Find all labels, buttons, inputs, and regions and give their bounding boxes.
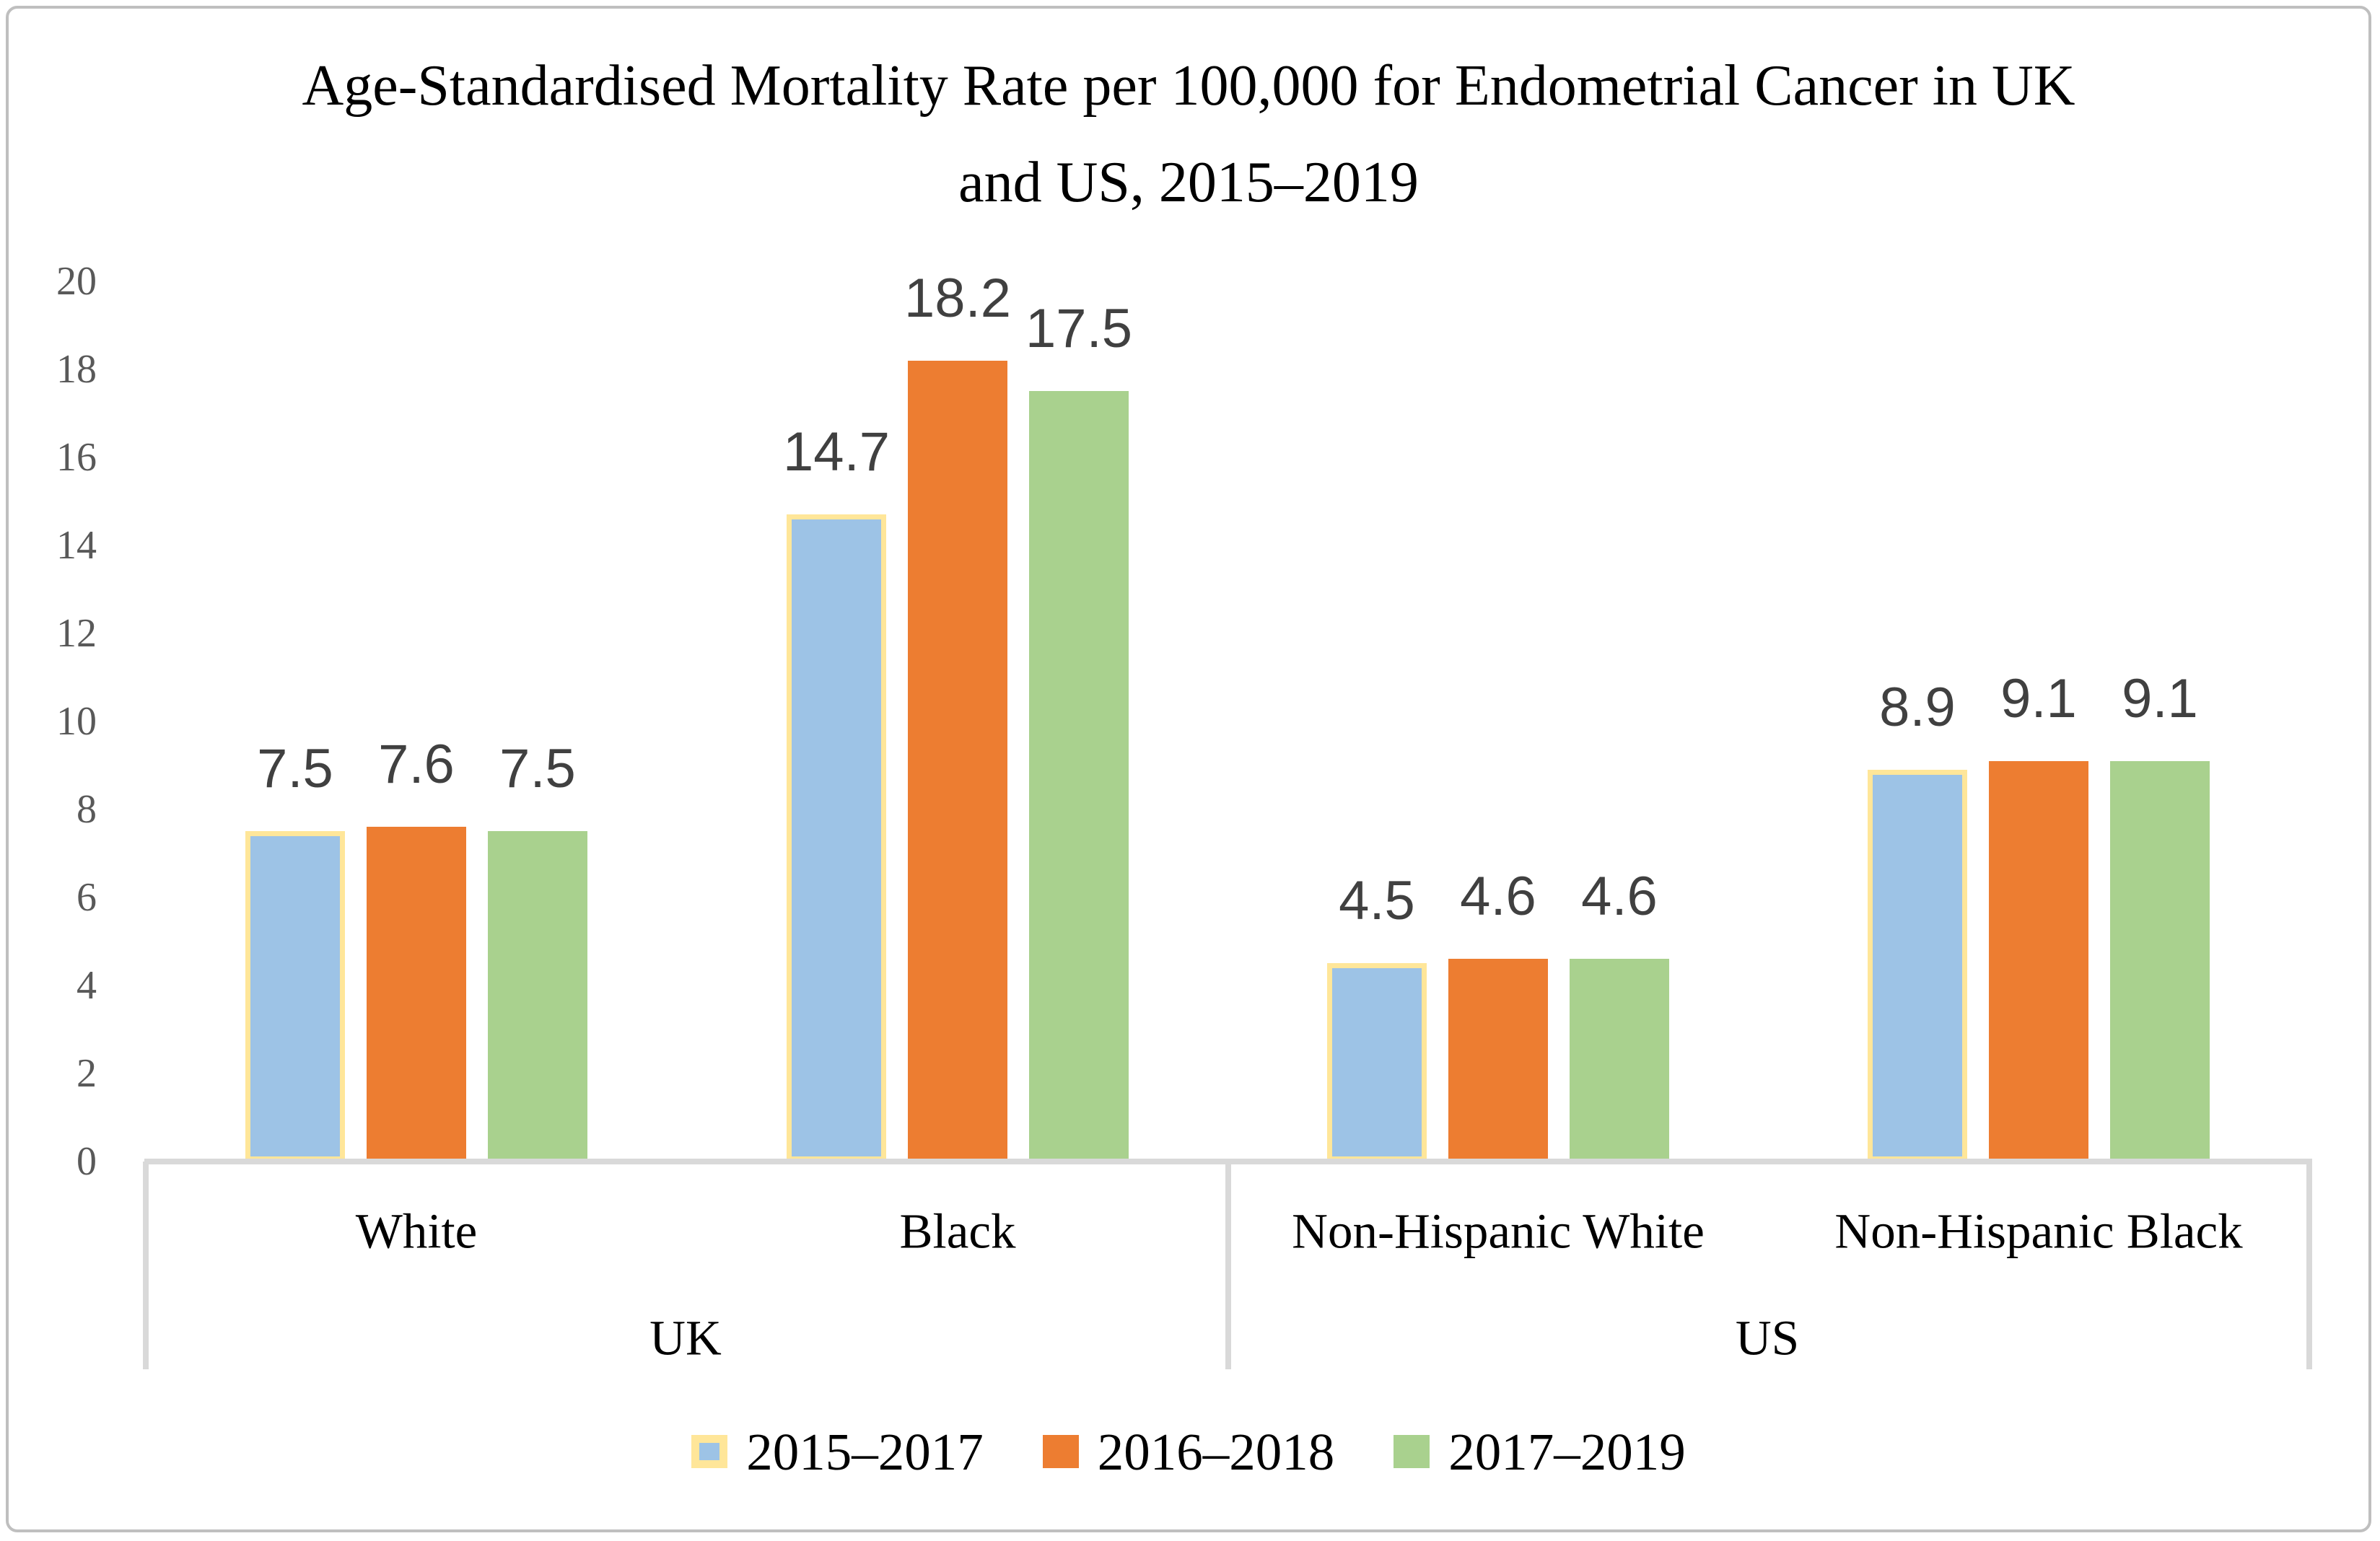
chart-title: Age-Standardised Mortality Rate per 100,… [9,38,2368,231]
bar-2016–2018 [1448,959,1548,1162]
bar-2015–2017 [1327,963,1427,1162]
bar-2015–2017 [245,831,345,1162]
chart-title-line1: Age-Standardised Mortality Rate per 100,… [302,54,2075,118]
legend-label: 2015–2017 [746,1422,984,1481]
y-tick-label: 4 [76,963,97,1008]
bar-value-label: 17.5 [1025,298,1132,359]
legend-swatch-icon [1394,1435,1430,1468]
bar-value-label: 7.5 [257,738,333,799]
bar-cluster-non-hispanic-black: 8.9 9.1 9.1 [1868,281,2210,1162]
category-axis-group-divider [1225,1162,1231,1369]
bar-2015–2017 [1868,770,1967,1162]
bar-cluster-black: 14.7 18.2 17.5 [783,271,1132,1162]
bar-2017–2019 [2110,761,2210,1162]
bar-cluster-white: 7.5 7.6 7.5 [245,281,587,1162]
bar-2017–2019 [1029,391,1129,1162]
bar-2015–2017 [787,514,886,1162]
bar-value-label: 9.1 [2122,668,2198,729]
bar-value-label: 14.7 [783,421,890,483]
bar-value-label: 18.2 [904,268,1011,329]
bar-2017–2019 [488,831,587,1162]
bar-2016–2018 [1989,761,2088,1162]
legend-item: 2017–2019 [1394,1426,1686,1478]
group-label-uk: UK [649,1310,722,1366]
category-label-white: White [355,1203,478,1259]
bar-value-label: 7.6 [378,734,455,795]
y-tick-label: 18 [56,347,97,392]
legend-label: 2017–2019 [1448,1422,1686,1481]
category-axis-right-border [2306,1162,2312,1369]
y-tick-label: 12 [56,611,97,656]
bar-2017–2019 [1570,959,1669,1162]
category-label-black: Black [899,1203,1016,1259]
y-tick-label: 16 [56,435,97,480]
y-tick-label: 14 [56,523,97,568]
bar-value-label: 9.1 [2000,668,2077,729]
bar-cluster-non-hispanic-white: 4.5 4.6 4.6 [1327,281,1669,1162]
chart-title-line2: and US, 2015–2019 [958,151,1419,214]
y-tick-label: 20 [56,259,97,304]
bar-value-label: 8.9 [1879,677,1956,738]
y-tick-label: 0 [76,1139,97,1184]
bar-2016–2018 [367,827,466,1162]
bar-value-label: 4.6 [1460,866,1536,927]
bar-2016–2018 [908,361,1007,1162]
legend: 2015–2017 2016–2018 2017–2019 [9,1417,2368,1486]
legend-item: 2016–2018 [1042,1422,1335,1481]
bar-value-label: 4.6 [1581,866,1658,927]
group-label-us: US [1735,1310,1800,1366]
category-label-non-hispanic-white: Non-Hispanic White [1292,1203,1705,1259]
legend-swatch-icon [1042,1435,1079,1468]
y-tick-label: 10 [56,699,97,744]
plot-area: 7.5 7.6 7.5 14.7 18.2 17.5 4.5 4.6 4.6 8.9 9.1 9.1 [140,271,2309,1162]
y-tick-label: 8 [76,787,97,832]
y-tick-label: 6 [76,875,97,920]
y-tick-label: 2 [76,1051,97,1096]
bar-value-label: 4.5 [1339,870,1415,931]
legend-swatch-icon [691,1435,728,1468]
category-axis-left-border [143,1162,149,1369]
category-label-non-hispanic-black: Non-Hispanic Black [1834,1203,2243,1259]
legend-item: 2015–2017 [691,1426,984,1478]
bar-value-label: 7.5 [499,738,576,799]
chart-frame: Age-Standardised Mortality Rate per 100,… [6,6,2371,1532]
legend-label: 2016–2018 [1097,1422,1335,1481]
